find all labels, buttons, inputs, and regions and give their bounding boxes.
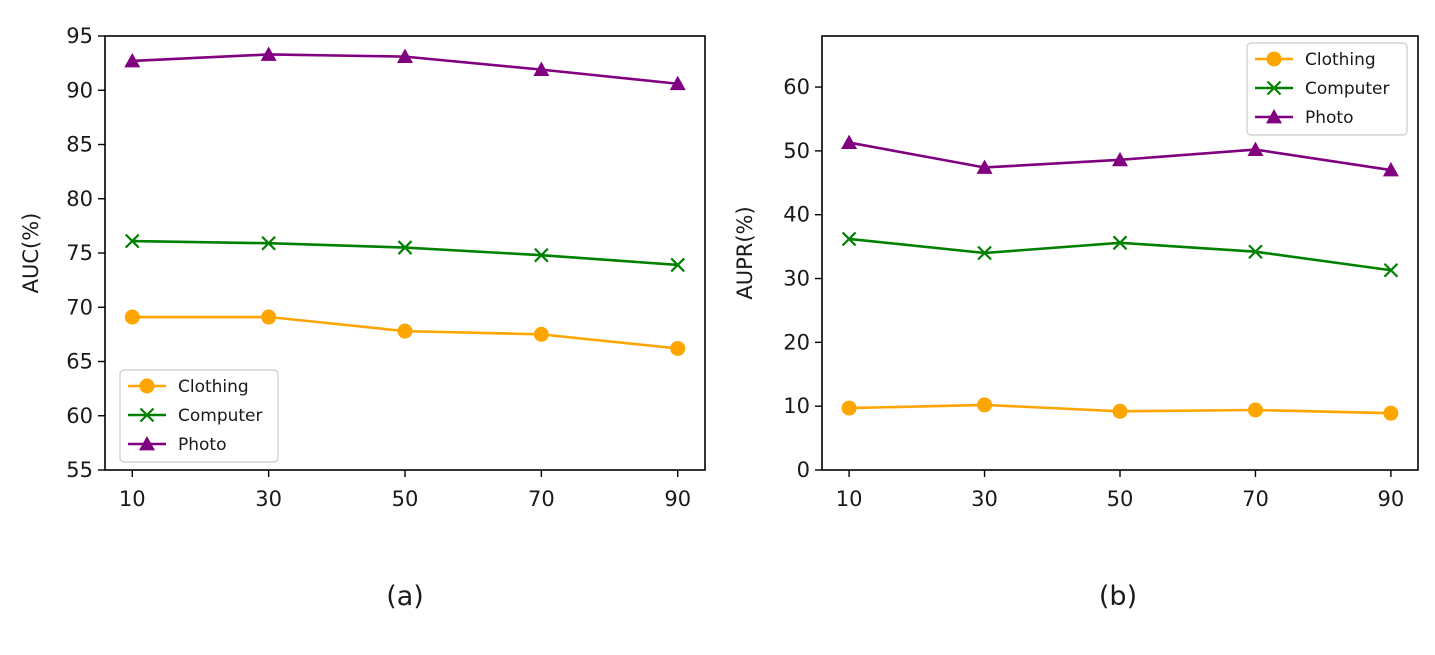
y-tick-label: 20 [783, 330, 810, 354]
legend-marker-photo [1266, 109, 1282, 124]
y-tick-label: 75 [66, 241, 93, 265]
y-tick-label: 30 [783, 267, 810, 291]
data-point-computer [124, 233, 140, 249]
data-point-clothing [670, 340, 686, 356]
data-point-photo [260, 46, 277, 61]
y-axis-label: AUC(%) [19, 213, 43, 294]
x-tick-label: 50 [392, 487, 419, 511]
series-clothing [841, 397, 1399, 421]
y-tick-label: 95 [66, 24, 93, 48]
data-point-computer [1248, 244, 1263, 260]
data-point-clothing [1112, 403, 1128, 419]
y-tick-label: 40 [783, 203, 810, 227]
data-point-clothing [1383, 405, 1399, 421]
data-point-computer [841, 231, 857, 247]
legend-label: Photo [1305, 108, 1354, 128]
x-tick-label: 90 [664, 487, 691, 511]
data-point-clothing [124, 309, 140, 325]
panel-caption: (b) [1099, 581, 1137, 612]
x-tick-label: 70 [1242, 487, 1269, 511]
data-point-photo [1112, 151, 1128, 167]
data-point-computer [977, 245, 992, 261]
y-tick-label: 65 [66, 350, 93, 374]
legend-label: Clothing [178, 377, 249, 397]
chart-panel-a: 10 30 50 70 90 55 60 65 70 75 80 85 90 95 AUC(%) (a) Clo… [19, 24, 706, 612]
chart-panel-b: 10 30 50 70 90 0 10 20 30 40 50 60 AUPR(%) (b) Clothin… [733, 35, 1419, 612]
legend-marker-computer [139, 407, 155, 423]
x-tick-label: 30 [971, 487, 998, 511]
y-tick-label: 90 [66, 78, 93, 102]
y-tick-label: 70 [66, 295, 93, 319]
y-tick-label: 0 [797, 458, 810, 482]
panel-caption: (a) [386, 581, 424, 612]
data-point-photo [533, 61, 550, 77]
data-point-computer [397, 240, 413, 255]
legend-box [1246, 42, 1408, 136]
legend: Clothing Computer Photo [1246, 42, 1408, 136]
data-point-clothing [533, 326, 549, 342]
legend-marker-computer [1266, 80, 1282, 96]
y-tick-label: 60 [783, 75, 810, 99]
legend: Clothing Computer Photo [119, 369, 279, 463]
legend-label: Clothing [1305, 50, 1376, 70]
y-tick-label: 80 [66, 187, 93, 211]
legend-label: Computer [1305, 79, 1390, 99]
data-point-photo [124, 52, 141, 68]
y-axis-label: AUPR(%) [733, 206, 757, 299]
data-point-photo [397, 48, 413, 64]
series-computer [124, 233, 686, 273]
data-point-clothing [261, 309, 277, 325]
data-point-clothing [1247, 402, 1263, 418]
series-line-computer [132, 239, 678, 267]
legend-marker-clothing [139, 378, 155, 394]
x-tick-label: 70 [528, 487, 555, 511]
data-point-computer [534, 247, 549, 263]
legend-marker-photo [139, 436, 155, 451]
legend-box [119, 369, 279, 463]
y-tick-label: 55 [66, 458, 93, 482]
legend-label: Computer [178, 406, 263, 426]
data-point-photo [841, 134, 858, 149]
series-photo [124, 46, 686, 91]
y-tick-label: 60 [66, 404, 93, 428]
data-point-computer [670, 257, 686, 273]
legend-label: Photo [178, 435, 227, 455]
series-clothing [124, 309, 686, 356]
data-point-clothing [841, 400, 857, 416]
data-point-computer [261, 235, 276, 251]
x-tick-label: 10 [836, 487, 863, 511]
x-tick-label: 30 [255, 487, 282, 511]
data-point-photo [976, 159, 993, 174]
data-point-photo [669, 75, 686, 91]
y-tick-label: 85 [66, 133, 93, 157]
data-point-clothing [977, 397, 993, 413]
data-point-photo [1382, 162, 1399, 177]
data-point-clothing [397, 323, 413, 339]
y-tick-label: 10 [783, 394, 810, 418]
x-tick-label: 50 [1107, 487, 1134, 511]
series-computer [841, 231, 1399, 278]
x-tick-label: 90 [1378, 487, 1405, 511]
data-point-computer [1383, 262, 1399, 278]
x-tick-label: 10 [119, 487, 146, 511]
series-photo [841, 134, 1399, 177]
y-tick-label: 50 [783, 139, 810, 163]
legend-marker-clothing [1266, 51, 1282, 67]
data-point-photo [1247, 141, 1264, 157]
data-point-computer [1112, 235, 1128, 251]
